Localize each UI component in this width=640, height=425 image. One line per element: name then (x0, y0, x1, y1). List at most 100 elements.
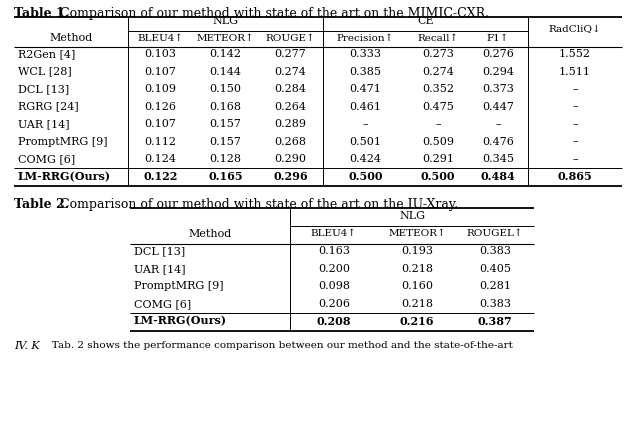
Text: 0.264: 0.264 (275, 102, 307, 111)
Text: 0.168: 0.168 (209, 102, 241, 111)
Text: 0.098: 0.098 (318, 281, 350, 291)
Text: 0.476: 0.476 (482, 136, 514, 147)
Text: 0.290: 0.290 (275, 154, 307, 164)
Text: 0.268: 0.268 (275, 136, 307, 147)
Text: METEOR↑: METEOR↑ (196, 34, 254, 43)
Text: LM-RRG(Ours): LM-RRG(Ours) (134, 316, 227, 327)
Text: 0.289: 0.289 (275, 119, 307, 129)
Text: 0.500: 0.500 (348, 171, 383, 182)
Text: 0.107: 0.107 (145, 119, 177, 129)
Text: Table 1.: Table 1. (14, 7, 69, 20)
Text: 0.383: 0.383 (479, 299, 511, 309)
Text: –: – (572, 136, 578, 147)
Text: 0.291: 0.291 (422, 154, 454, 164)
Text: 0.296: 0.296 (273, 171, 308, 182)
Text: BLEU4↑: BLEU4↑ (138, 34, 184, 43)
Text: 0.273: 0.273 (422, 49, 454, 59)
Text: 0.160: 0.160 (401, 281, 433, 291)
Text: –: – (435, 119, 441, 129)
Text: 0.128: 0.128 (209, 154, 241, 164)
Text: LM-RRG(Ours): LM-RRG(Ours) (18, 171, 111, 182)
Text: –: – (495, 119, 501, 129)
Text: 0.216: 0.216 (400, 316, 435, 327)
Text: Table 2.: Table 2. (14, 198, 69, 211)
Text: 0.103: 0.103 (145, 49, 177, 59)
Text: COMG [6]: COMG [6] (18, 154, 76, 164)
Text: 0.218: 0.218 (401, 264, 433, 274)
Text: 0.471: 0.471 (349, 84, 381, 94)
Text: 0.383: 0.383 (479, 246, 511, 256)
Text: 0.122: 0.122 (143, 171, 178, 182)
Text: –: – (572, 154, 578, 164)
Text: 0.208: 0.208 (317, 316, 351, 327)
Text: RadCliQ↓: RadCliQ↓ (548, 25, 602, 34)
Text: 0.865: 0.865 (557, 171, 593, 182)
Text: 0.385: 0.385 (349, 66, 381, 76)
Text: DCL [13]: DCL [13] (18, 84, 69, 94)
Text: R2Gen [4]: R2Gen [4] (18, 49, 76, 59)
Text: 0.163: 0.163 (318, 246, 350, 256)
Text: 0.276: 0.276 (482, 49, 514, 59)
Text: 0.157: 0.157 (209, 119, 241, 129)
Text: Method: Method (188, 229, 232, 239)
Text: UAR [14]: UAR [14] (18, 119, 70, 129)
Text: 0.352: 0.352 (422, 84, 454, 94)
Text: F1↑: F1↑ (487, 34, 509, 43)
Text: 0.206: 0.206 (318, 299, 350, 309)
Text: –: – (363, 119, 368, 129)
Text: Precision↑: Precision↑ (337, 34, 394, 43)
Text: NLG: NLG (399, 211, 425, 221)
Text: 0.126: 0.126 (145, 102, 177, 111)
Text: 0.424: 0.424 (349, 154, 381, 164)
Text: 0.274: 0.274 (422, 66, 454, 76)
Text: 0.284: 0.284 (275, 84, 307, 94)
Text: 0.274: 0.274 (275, 66, 307, 76)
Text: ROUGE↑: ROUGE↑ (266, 34, 316, 43)
Text: 0.157: 0.157 (209, 136, 241, 147)
Text: 0.218: 0.218 (401, 299, 433, 309)
Text: 0.124: 0.124 (145, 154, 177, 164)
Text: 0.277: 0.277 (275, 49, 307, 59)
Text: 0.461: 0.461 (349, 102, 381, 111)
Text: 0.333: 0.333 (349, 49, 381, 59)
Text: 0.475: 0.475 (422, 102, 454, 111)
Text: 0.447: 0.447 (482, 102, 514, 111)
Text: UAR [14]: UAR [14] (134, 264, 186, 274)
Text: PromptMRG [9]: PromptMRG [9] (134, 281, 223, 291)
Text: Recall↑: Recall↑ (417, 34, 459, 43)
Text: Method: Method (49, 33, 93, 43)
Text: IV. K: IV. K (14, 341, 40, 351)
Text: 0.500: 0.500 (420, 171, 455, 182)
Text: 0.142: 0.142 (209, 49, 241, 59)
Text: Comparison of our method with state of the art on the IU-Xray.: Comparison of our method with state of t… (56, 198, 458, 211)
Text: BLEU4↑: BLEU4↑ (311, 229, 357, 238)
Text: 0.373: 0.373 (482, 84, 514, 94)
Text: CE: CE (417, 16, 434, 26)
Text: 0.345: 0.345 (482, 154, 514, 164)
Text: –: – (572, 102, 578, 111)
Text: DCL [13]: DCL [13] (134, 246, 185, 256)
Text: 0.109: 0.109 (145, 84, 177, 94)
Text: 0.509: 0.509 (422, 136, 454, 147)
Text: 0.107: 0.107 (145, 66, 177, 76)
Text: 0.484: 0.484 (481, 171, 515, 182)
Text: 0.501: 0.501 (349, 136, 381, 147)
Text: 0.165: 0.165 (208, 171, 243, 182)
Text: Tab. 2 shows the performance comparison between our method and the state-of-the-: Tab. 2 shows the performance comparison … (42, 341, 513, 350)
Text: NLG: NLG (212, 16, 239, 26)
Text: 0.193: 0.193 (401, 246, 433, 256)
Text: 0.112: 0.112 (145, 136, 177, 147)
Text: ROUGEL↑: ROUGEL↑ (467, 229, 524, 238)
Text: –: – (572, 119, 578, 129)
Text: COMG [6]: COMG [6] (134, 299, 191, 309)
Text: 1.552: 1.552 (559, 49, 591, 59)
Text: METEOR↑: METEOR↑ (388, 229, 446, 238)
Text: Comparison of our method with state of the art on the MIMIC-CXR.: Comparison of our method with state of t… (56, 7, 489, 20)
Text: WCL [28]: WCL [28] (18, 66, 72, 76)
Text: –: – (572, 84, 578, 94)
Text: PromptMRG [9]: PromptMRG [9] (18, 136, 108, 147)
Text: 1.511: 1.511 (559, 66, 591, 76)
Text: 0.294: 0.294 (482, 66, 514, 76)
Text: 0.281: 0.281 (479, 281, 511, 291)
Text: 0.405: 0.405 (479, 264, 511, 274)
